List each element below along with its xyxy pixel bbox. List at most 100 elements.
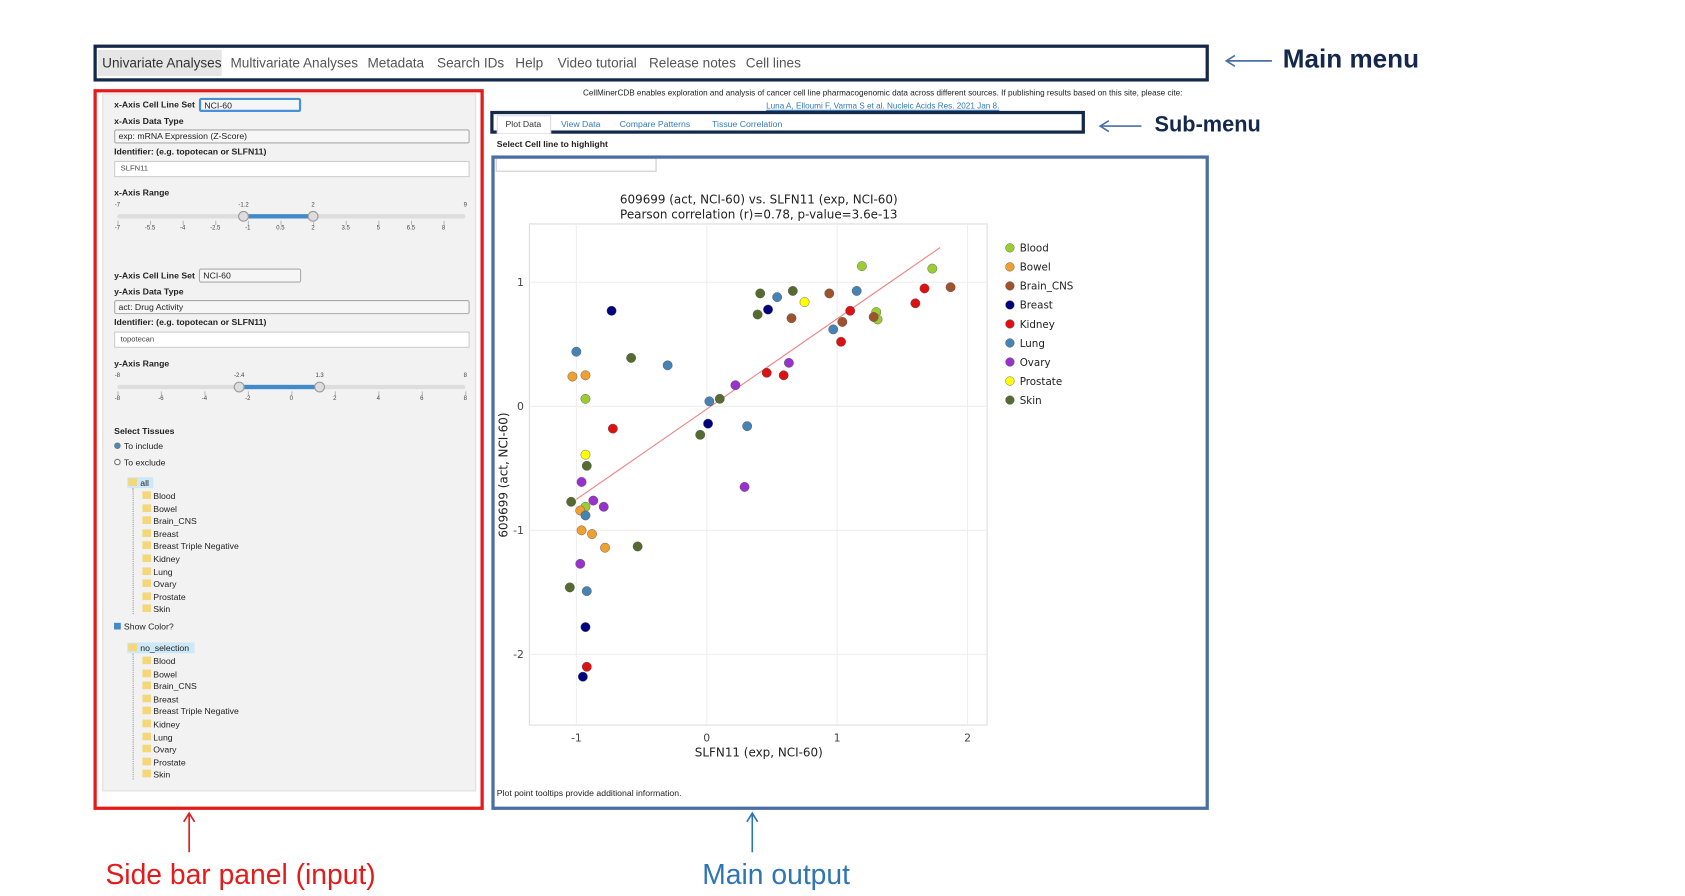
tree-item[interactable]: Ovary [153,744,177,755]
tree-item[interactable]: Lung [153,567,173,577]
slider-handle[interactable] [314,381,326,393]
folder-icon [142,757,152,766]
radio[interactable] [114,442,121,449]
tree-item[interactable]: Bowel [153,503,177,514]
menu-item[interactable]: Multivariate Analyses [230,55,359,71]
data-point [787,286,798,296]
slider-tick [247,391,249,396]
select[interactable]: act: Drug Activity [114,300,470,315]
data-point [607,423,618,434]
x-tick-label: -1 [571,731,582,744]
menu-item[interactable]: Metadata [367,55,425,71]
annotation: Main output [702,857,850,891]
citation-link[interactable]: Luna A, Elloumi F, Varma S et al. Nuclei… [766,101,1000,111]
slider-tick-label: 0 [289,395,294,403]
tree-item[interactable]: Breast [153,694,179,705]
tree-item[interactable]: Brain_CNS [153,516,197,527]
tree-item[interactable]: Prostate [153,592,186,603]
menu-item[interactable]: Release notes [648,55,736,71]
data-point [581,661,592,672]
menu-item[interactable]: Univariate Analyses [102,55,222,71]
legend-swatch [1005,243,1015,253]
tree-root[interactable]: no_selection [140,643,190,654]
slider-tick-label: -4 [179,225,186,232]
slider-handle[interactable] [238,210,249,222]
sub-menu-item[interactable]: Plot Data [505,119,542,130]
highlight-label: Select Cell line to highlight [496,139,608,149]
menu-item[interactable]: Cell lines [745,55,801,71]
sub-menu-item[interactable]: Compare Patterns [619,119,691,130]
x-tick-label: 1 [834,731,841,744]
folder-icon [142,719,152,728]
tree-item[interactable]: Bowel [153,669,177,679]
data-point [567,371,578,382]
main-output-box [491,155,1209,810]
data-point [824,288,835,299]
tree-item[interactable]: Brain_CNS [153,681,197,692]
slider-tick [378,220,380,226]
legend-swatch [1005,376,1015,386]
legend-label: Brain_CNS [1020,281,1074,293]
data-point [571,346,582,357]
footer-note: Plot point tooltips provide additional i… [496,788,682,798]
slider-tick [182,220,184,226]
input[interactable]: SLFN11 [114,160,470,178]
tree-item[interactable]: Skin [153,770,171,780]
slider-handle[interactable] [233,381,245,393]
data-point [580,449,591,460]
arrow [746,811,759,853]
data-point [587,529,597,539]
tree-item[interactable]: Blood [153,491,176,502]
slider-tick [421,391,423,396]
slider-tick-label: -8 [114,395,121,403]
tree-item[interactable]: Breast [153,529,179,539]
folder-icon [142,541,152,550]
slider-tick-label: -2 [245,395,251,403]
menu-item[interactable]: Help [515,55,544,71]
input[interactable]: topotecan [114,331,470,348]
select[interactable]: exp: mRNA Expression (Z-Score) [114,129,470,144]
data-point [576,477,587,487]
data-point [786,313,797,324]
sub-menu-item[interactable]: View Data [560,119,601,130]
tree-item[interactable]: Kidney [153,719,180,730]
slider-tick-label: -1 [245,225,251,232]
data-point [580,622,591,632]
y-axis-label: 609699 (act, NCI-60) [497,413,511,538]
select[interactable]: NCI-60 [198,97,302,112]
radio-label: To exclude [123,457,166,468]
folder-icon [142,732,152,740]
tree-item[interactable]: Prostate [153,757,186,768]
tree-root[interactable]: all [140,478,149,489]
slider-tick [160,391,162,396]
data-point [868,312,879,322]
tree-item[interactable]: Breast Triple Negative [153,707,239,717]
slider-tick-label: 8 [441,225,446,232]
tree-item[interactable]: Kidney [153,554,180,565]
menu-item[interactable]: Search IDs [437,55,505,71]
data-point [836,336,846,347]
tree-item[interactable]: Breast Triple Negative [153,541,239,552]
slider-tick-label: -5.5 [144,225,156,232]
tree-item[interactable]: Lung [153,732,173,743]
data-point [845,305,856,316]
tree-root-bg [127,642,195,654]
data-point [566,496,577,507]
data-point [703,418,713,429]
tree-item[interactable]: Skin [153,604,171,615]
slider-tick-label: 5 [376,225,380,232]
slider-tick [410,220,413,226]
legend-swatch [1005,262,1015,272]
checkbox[interactable] [114,622,121,630]
tree-item[interactable]: Ovary [153,579,177,590]
folder-icon [142,554,152,563]
tree-root-bg [127,477,154,489]
arrow [1224,54,1272,68]
data-point [581,586,592,597]
menu-item[interactable]: Video tutorial [557,55,637,71]
radio[interactable] [114,458,121,466]
tree-item[interactable]: Blood [153,656,176,667]
sub-menu-item[interactable]: Tissue Correlation [712,119,783,130]
select[interactable]: NCI-60 [198,268,302,283]
